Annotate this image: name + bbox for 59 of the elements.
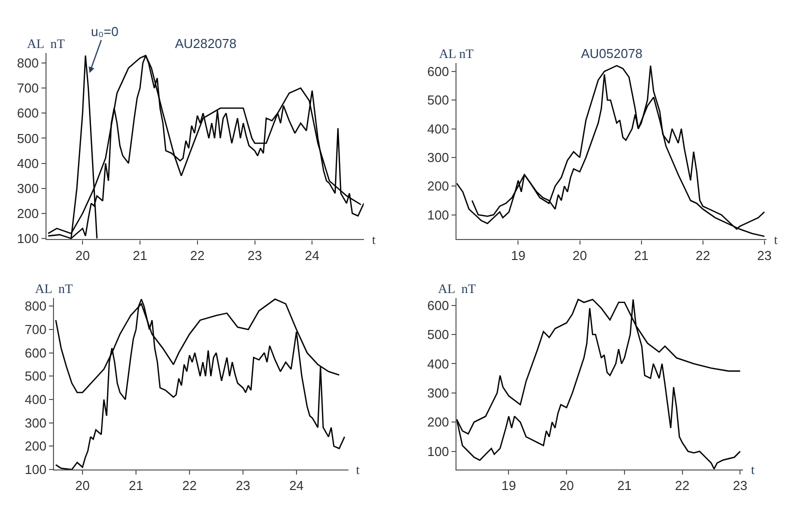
y-axis-title: AL nT xyxy=(35,281,73,296)
x-tick-label: 20 xyxy=(559,478,574,494)
x-tick-label: 23 xyxy=(236,478,250,494)
y-tick-label: 600 xyxy=(17,106,39,121)
chart-title: AU052078 xyxy=(581,46,642,61)
y-tick-label: 400 xyxy=(427,356,449,372)
y-tick-label: 100 xyxy=(17,231,39,246)
y-tick-label: 200 xyxy=(17,206,39,221)
chart-title: AU282078 xyxy=(175,36,236,51)
y-tick-label: 800 xyxy=(24,298,46,314)
y-tick-label: 100 xyxy=(427,444,449,459)
y-tick-label: 300 xyxy=(427,150,449,165)
x-tick-label: 22 xyxy=(182,478,197,494)
y-tick-label: 600 xyxy=(427,64,449,79)
y-tick-label: 500 xyxy=(17,130,39,146)
x-tick-label: 21 xyxy=(634,248,649,263)
y-tick-label: 200 xyxy=(427,414,449,430)
x-tick-label: 23 xyxy=(757,248,772,263)
y-tick-label: 700 xyxy=(17,80,39,96)
x-axis-title: t xyxy=(774,232,778,247)
x-tick-label: 20 xyxy=(572,248,587,263)
x-tick-label: 23 xyxy=(248,248,262,263)
x-tick-label: 22 xyxy=(696,248,710,263)
y-tick-label: 400 xyxy=(24,392,46,408)
y-tick-label: 300 xyxy=(17,180,39,196)
y-axis-title: AL nT xyxy=(439,46,474,61)
x-tick-label: 19 xyxy=(510,248,526,263)
y-tick-label: 500 xyxy=(427,327,449,342)
x-tick-label: 19 xyxy=(501,478,516,494)
y-tick-label: 800 xyxy=(17,56,39,71)
x-tick-label: 24 xyxy=(289,478,304,494)
y-axis-title: AL nT xyxy=(27,36,65,51)
x-tick-label: 21 xyxy=(617,478,632,494)
y-tick-label: 400 xyxy=(427,121,449,136)
x-tick-label: 21 xyxy=(132,248,148,263)
y-tick-label: 100 xyxy=(427,207,449,222)
y-tick-label: 200 xyxy=(427,178,449,194)
y-tick-label: 400 xyxy=(17,156,39,171)
y-tick-label: 500 xyxy=(427,92,449,108)
y-tick-label: 300 xyxy=(427,386,449,400)
x-axis-title: t xyxy=(372,232,376,247)
y-tick-label: 600 xyxy=(427,298,449,313)
annotation: u₀=0 xyxy=(91,24,118,39)
y-tick-label: 600 xyxy=(24,345,46,360)
x-tick-label: 21 xyxy=(128,478,144,494)
x-tick-label: 24 xyxy=(304,248,320,263)
x-tick-label: 23 xyxy=(732,478,748,494)
x-axis-title: t xyxy=(356,462,360,477)
x-tick-label: 20 xyxy=(75,248,90,263)
x-tick-label: 22 xyxy=(675,478,690,494)
y-tick-label: 300 xyxy=(24,415,46,430)
x-tick-label: 20 xyxy=(75,478,90,494)
x-tick-label: 22 xyxy=(190,248,205,263)
y-tick-label: 700 xyxy=(24,322,46,338)
y-axis-title: AL nT xyxy=(438,281,476,296)
y-tick-label: 500 xyxy=(24,368,46,384)
y-tick-label: 200 xyxy=(24,438,46,454)
x-axis-title: t xyxy=(751,462,755,477)
y-tick-label: 100 xyxy=(24,462,46,478)
